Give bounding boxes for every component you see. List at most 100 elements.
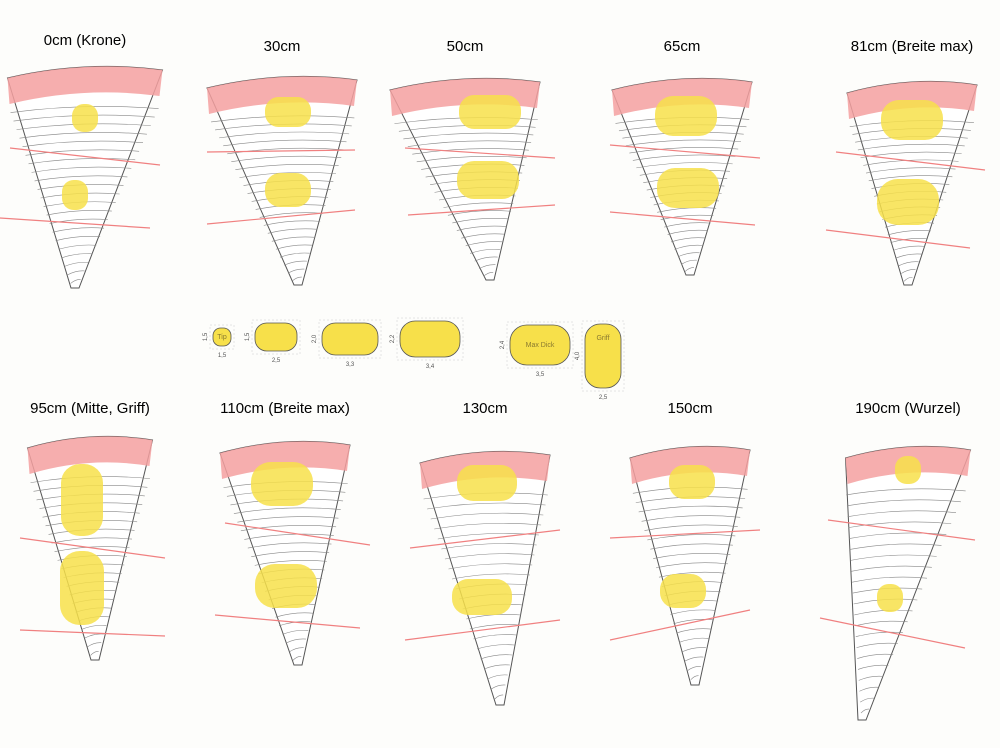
growth-ring <box>58 244 97 250</box>
section-label: 190cm (Wurzel) <box>855 400 961 417</box>
growth-ring <box>848 521 952 528</box>
blank-outline <box>669 465 715 499</box>
profile-5: 2,5 4,0 Griff <box>575 320 625 401</box>
growth-ring <box>655 562 728 569</box>
growth-ring <box>61 253 93 259</box>
section-label: 95cm (Mitte, Griff) <box>30 400 150 417</box>
growth-ring <box>448 563 533 570</box>
blank-outline <box>265 173 311 207</box>
growth-ring <box>444 553 535 560</box>
profile-name: Griff <box>596 335 609 342</box>
profile-width: 2,5 <box>599 395 608 401</box>
cut-line <box>206 209 356 225</box>
growth-ring <box>291 276 302 282</box>
growth-ring <box>233 507 341 514</box>
growth-ring <box>487 674 508 680</box>
section-label: 65cm <box>663 38 701 55</box>
cut-line <box>819 617 966 649</box>
cut-line <box>609 211 756 226</box>
growth-ring <box>219 131 350 139</box>
growth-ring <box>240 525 337 532</box>
growth-ring <box>46 210 112 216</box>
growth-ring <box>855 631 903 638</box>
growth-ring <box>851 565 932 572</box>
growth-ring <box>664 222 711 228</box>
growth-ring <box>64 261 89 267</box>
growth-ring <box>480 654 513 660</box>
growth-ring <box>407 140 532 147</box>
cross-section-0 <box>0 65 164 289</box>
blank-outline <box>877 584 903 612</box>
blank-outline <box>72 104 98 132</box>
growth-ring <box>81 624 107 630</box>
growth-ring <box>84 633 104 639</box>
cross-section-8 <box>609 445 761 686</box>
section-label: 81cm (Breite max) <box>850 38 974 55</box>
growth-ring <box>859 686 879 692</box>
growth-ring <box>625 139 741 146</box>
growth-ring <box>231 155 342 163</box>
growth-ring <box>893 245 925 251</box>
cross-section-9 <box>819 445 976 721</box>
cut-line <box>19 537 166 559</box>
growth-ring <box>267 228 318 234</box>
growth-ring <box>868 175 953 182</box>
growth-ring <box>275 244 313 250</box>
growth-ring <box>653 552 731 559</box>
cut-line <box>609 144 761 159</box>
growth-ring <box>285 638 307 644</box>
growth-ring <box>860 697 874 703</box>
section-label: 0cm (Krone) <box>43 32 127 49</box>
wood-outline <box>844 445 972 721</box>
blank-outline <box>265 97 311 127</box>
growth-ring <box>658 571 726 578</box>
growth-ring <box>494 694 504 700</box>
growth-ring <box>287 268 305 274</box>
growth-ring <box>491 684 506 690</box>
growth-ring <box>292 656 302 661</box>
growth-ring <box>657 207 717 213</box>
growth-ring <box>857 143 965 151</box>
growth-ring <box>854 620 908 627</box>
growth-ring <box>412 148 529 155</box>
growth-ring <box>87 642 102 647</box>
growth-ring <box>858 675 884 681</box>
blank-outline <box>881 100 943 140</box>
cut-line <box>9 147 161 166</box>
profile-height: 2,0 <box>312 334 318 343</box>
growth-ring <box>476 644 515 650</box>
growth-ring <box>90 651 99 656</box>
growth-ring <box>857 664 889 670</box>
profile-2: 3,3 2,0 <box>312 319 382 368</box>
growth-ring <box>852 576 928 583</box>
profile-height: 2,4 <box>500 340 506 349</box>
growth-ring <box>54 546 130 553</box>
growth-ring <box>632 154 736 161</box>
growth-ring <box>456 225 507 231</box>
growth-ring <box>447 210 512 216</box>
growth-ring <box>282 629 309 635</box>
profile-width: 2,5 <box>272 358 281 364</box>
profile-shape <box>399 320 461 358</box>
blank-outline <box>459 95 521 129</box>
blank-outline <box>62 180 88 210</box>
growth-ring <box>263 220 321 226</box>
blank-outline <box>251 462 313 506</box>
growth-ring <box>239 172 336 178</box>
profile-height: 1,5 <box>245 332 251 341</box>
growth-ring <box>28 158 136 165</box>
profile-0: 1,5 1,5 Tip <box>203 324 235 359</box>
profile-shape <box>254 322 298 352</box>
growth-ring <box>403 132 534 140</box>
growth-ring <box>681 647 706 653</box>
growth-ring <box>629 147 739 154</box>
growth-ring <box>676 628 711 634</box>
blank-outline <box>61 464 103 536</box>
profile-height: 4,0 <box>575 351 581 360</box>
bark-band <box>27 436 153 474</box>
growth-ring <box>443 202 514 208</box>
growth-ring <box>863 159 959 166</box>
growth-ring <box>31 166 132 173</box>
growth-ring <box>22 140 144 148</box>
cut-line <box>609 529 761 539</box>
